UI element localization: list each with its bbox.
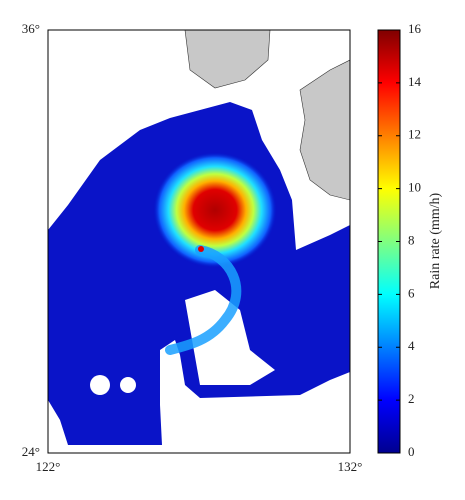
colorbar-tick-label: 0 xyxy=(408,444,415,459)
rain-band xyxy=(165,245,242,355)
colorbar-tick-label: 12 xyxy=(408,127,421,142)
colorbar-tick-label: 2 xyxy=(408,391,415,406)
no-data-region xyxy=(120,377,136,393)
colorbar-tick-label: 6 xyxy=(408,285,415,300)
rain-field xyxy=(48,102,350,445)
storm-center xyxy=(198,246,204,252)
lon-tick-label: 132° xyxy=(338,459,363,474)
no-data-region xyxy=(90,375,110,395)
lat-tick-label: 36° xyxy=(22,21,40,36)
colorbar-tick-label: 8 xyxy=(408,232,415,247)
land xyxy=(299,59,350,201)
colorbar-tick-label: 10 xyxy=(408,180,421,195)
lon-tick-label: 122° xyxy=(36,459,61,474)
lat-tick-label: 24° xyxy=(22,444,40,459)
colorbar-tick-label: 16 xyxy=(408,21,422,36)
no-data-region xyxy=(185,290,275,385)
colorbar-tick-label: 4 xyxy=(408,338,415,353)
colorbar-tick-label: 14 xyxy=(408,74,422,89)
storm-core xyxy=(153,152,277,268)
map-area xyxy=(48,30,350,453)
colorbar-label: Rain rate (mm/h) xyxy=(428,192,443,289)
map-frame xyxy=(47,29,351,454)
land xyxy=(184,30,271,89)
